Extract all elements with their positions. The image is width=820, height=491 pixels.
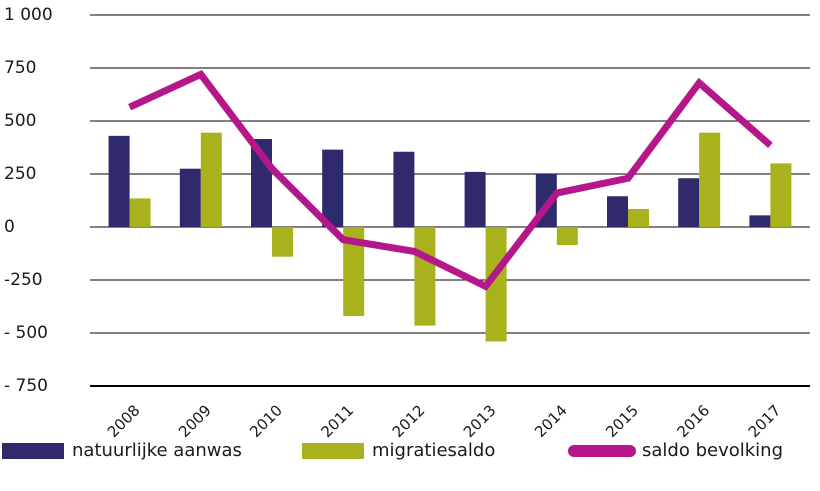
legend-label: saldo bevolking [642, 440, 783, 461]
y-tick-label: - 500 [4, 323, 48, 343]
x-tick-label: 2011 [317, 401, 357, 441]
bar [200, 132, 222, 227]
x-tick-label: 2017 [745, 401, 785, 441]
y-tick-label: - 750 [4, 376, 48, 396]
x-tick-label: 2010 [246, 401, 286, 441]
x-tick-label: 2013 [460, 401, 500, 441]
x-tick-label: 2012 [389, 401, 429, 441]
bar [272, 227, 293, 257]
bar [414, 227, 436, 326]
bar [607, 196, 628, 227]
x-tick-label: 2016 [673, 401, 713, 441]
legend-label: migratiesaldo [372, 440, 495, 461]
bar [770, 163, 792, 227]
y-tick-label: 250 [4, 164, 36, 184]
bar [343, 227, 365, 317]
bar [556, 227, 578, 246]
line [128, 70, 773, 291]
bar [678, 178, 700, 227]
bar [699, 132, 721, 227]
legend-swatch [302, 443, 364, 459]
x-tick-label: 2009 [175, 401, 215, 441]
bar [393, 151, 415, 227]
bar [129, 198, 151, 227]
bar [749, 215, 771, 227]
bar [464, 171, 486, 227]
x-tick-label: 2015 [602, 401, 642, 441]
bar [179, 168, 201, 227]
y-tick-label: 750 [4, 58, 36, 78]
bar [485, 227, 507, 342]
legend-swatch [2, 443, 64, 459]
y-tick-label: -250 [4, 270, 43, 290]
y-tick-label: 0 [4, 217, 15, 237]
legend-label: natuurlijke aanwas [72, 440, 242, 461]
bar [628, 208, 649, 227]
x-tick-label: 2014 [531, 401, 571, 441]
bar [108, 135, 130, 227]
y-tick-label: 1 000 [4, 5, 53, 25]
bar [322, 149, 344, 227]
x-tick-label: 2008 [104, 401, 144, 441]
y-tick-label: 500 [4, 111, 36, 131]
